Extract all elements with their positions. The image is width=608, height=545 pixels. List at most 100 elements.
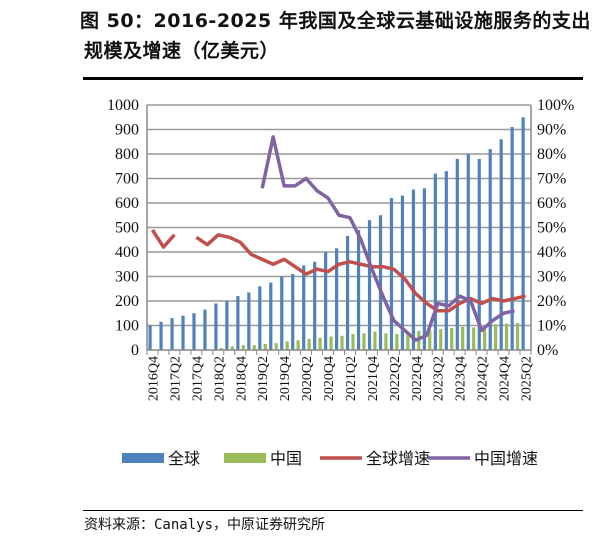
x-tick-label: 2016Q4 (146, 356, 161, 401)
x-tick-label: 2021Q2 (344, 356, 359, 401)
bar-global (422, 188, 426, 350)
bar-china (252, 345, 256, 350)
x-tick-label: 2023Q4 (454, 356, 469, 401)
bar-global (389, 198, 394, 350)
legend: 全球 中国 全球增速 中国增速 (122, 449, 538, 468)
bar-global (466, 154, 470, 350)
y-left-tick-label: 1000 (107, 97, 139, 114)
bar-china (329, 336, 333, 350)
bar-global (181, 315, 185, 350)
bar-china (483, 325, 487, 350)
bar-china (494, 324, 498, 350)
line-global-growth (195, 233, 526, 313)
y-right-tick-label: 50% (537, 220, 566, 237)
y-left-tick-label: 700 (115, 171, 139, 188)
bar-global (356, 229, 361, 350)
y-right-tick-label: 20% (537, 293, 566, 310)
x-tick-label: 2017Q4 (190, 356, 205, 401)
y-right-tick-label: 100% (537, 97, 574, 114)
bars (148, 117, 525, 350)
bar-china (274, 343, 278, 350)
bar-global (335, 248, 339, 350)
source-note: 资料来源：Canalys，中原证券研究所 (84, 517, 326, 533)
bar-global (280, 276, 284, 350)
bar-global (400, 195, 405, 350)
bar-china (351, 334, 355, 350)
x-tick-label: 2024Q2 (476, 356, 491, 401)
chart-title: 图 50：2016-2025 年我国及全球云基础设施服务的支出 规模及增速（亿美… (80, 6, 591, 66)
bar-global (214, 303, 218, 350)
x-tick-label: 2023Q2 (432, 356, 447, 401)
bar-global (258, 286, 262, 350)
title-line-2: 规模及增速（亿美元） (84, 40, 280, 62)
line-global-growth (151, 229, 176, 249)
bar-global (313, 261, 317, 350)
y-right-tick-label: 40% (537, 244, 566, 261)
y-left-tick-label: 400 (115, 244, 139, 261)
bar-china (285, 341, 289, 350)
bar-china (384, 333, 388, 350)
x-tick-label: 2022Q4 (410, 356, 425, 401)
bar-global (291, 274, 295, 350)
legend-swatch (122, 453, 164, 463)
line-china-growth (260, 135, 515, 342)
bar-china (307, 338, 311, 350)
bar-global (170, 318, 174, 350)
bar-global (499, 139, 503, 350)
y-left-tick-label: 600 (115, 195, 139, 212)
bar-global (455, 158, 459, 350)
bar-china (340, 335, 344, 350)
bar-china (472, 327, 476, 350)
x-tick-label: 2017Q2 (168, 356, 183, 401)
x-tick-label: 2018Q4 (234, 356, 249, 401)
y-right-tick-label: 30% (537, 269, 566, 286)
source-divider (83, 510, 583, 511)
bar-global (148, 325, 152, 350)
bar-china (515, 323, 520, 350)
x-tick-label: 2021Q4 (366, 356, 381, 401)
bar-global (192, 313, 196, 350)
bar-global (247, 292, 251, 350)
bar-global (324, 252, 328, 350)
bar-china (373, 331, 377, 350)
bar-china (406, 332, 410, 350)
bar-global (411, 189, 416, 350)
bar-global (510, 127, 514, 350)
bar-global (302, 265, 306, 350)
y-left-tick-label: 200 (115, 293, 139, 310)
legend-label: 全球 (168, 449, 200, 468)
bar-global (521, 117, 525, 350)
lines (151, 135, 526, 342)
x-tick-label: 2022Q2 (388, 356, 403, 401)
y-right-tick-label: 70% (537, 171, 566, 188)
bar-china (219, 348, 223, 350)
legend-label: 中国 (270, 449, 302, 468)
bar-global (269, 282, 273, 350)
bar-china (230, 346, 234, 350)
bar-global (367, 220, 372, 350)
bar-global (345, 236, 350, 350)
axes: 0 100 200 300 400 500 600 700 800 900 1000 0% 10% 20%… (107, 97, 574, 401)
title-divider (83, 77, 583, 80)
y-right-tick-label: 0% (537, 342, 558, 359)
y-left-tick-label: 500 (115, 220, 139, 237)
y-right-tick-label: 60% (537, 195, 566, 212)
bar-china (428, 330, 432, 350)
bar-global (159, 321, 163, 350)
bar-global (477, 158, 481, 350)
y-right-tick-label: 90% (537, 122, 566, 139)
legend-label: 中国增速 (474, 449, 538, 468)
bar-china (504, 323, 509, 350)
y-left-tick-label: 100 (115, 318, 139, 335)
bar-china (395, 334, 399, 350)
x-tick-label: 2018Q2 (212, 356, 227, 401)
y-left-tick-label: 900 (115, 122, 139, 139)
bar-china (296, 340, 300, 350)
bar-china (241, 345, 245, 350)
x-tick-label: 2019Q2 (256, 356, 271, 401)
y-right-tick-label: 80% (537, 146, 566, 163)
bar-china (263, 343, 267, 350)
x-tick-label: 2020Q2 (300, 356, 315, 401)
bar-global (378, 215, 383, 350)
